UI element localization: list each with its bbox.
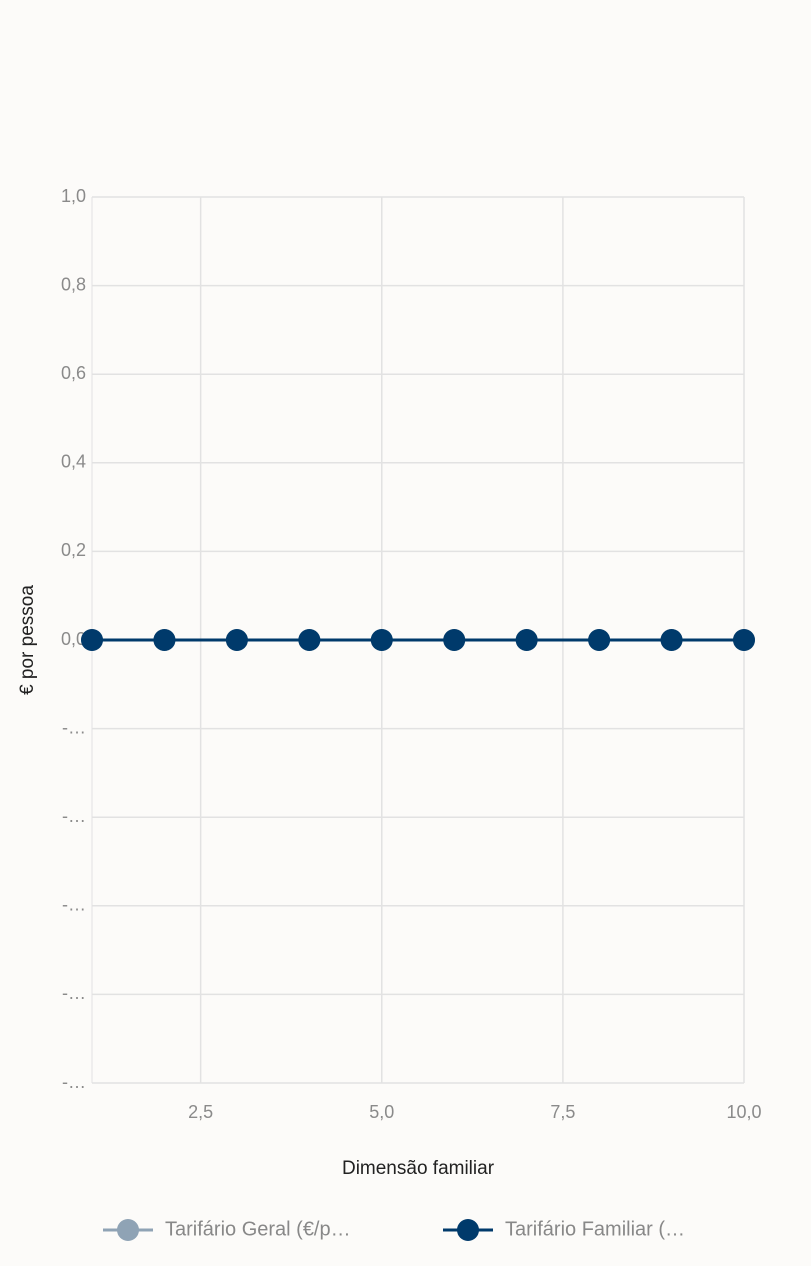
y-tick-label: -… <box>62 717 86 737</box>
legend-swatch-marker <box>457 1219 479 1241</box>
y-tick-label: 0,2 <box>61 540 86 560</box>
y-tick-label: 0,4 <box>61 452 86 472</box>
data-point <box>660 629 683 651</box>
data-point <box>81 629 103 651</box>
legend-label[interactable]: Tarifário Familiar (… <box>505 1218 685 1240</box>
data-point <box>443 629 466 651</box>
y-tick-label: 0,6 <box>61 363 86 383</box>
y-tick-label: -… <box>62 1072 86 1092</box>
y-tick-label: 0,0 <box>61 629 86 649</box>
legend-swatch-marker <box>117 1219 139 1241</box>
y-tick-label: -… <box>62 983 86 1003</box>
x-tick-label: 10,0 <box>726 1102 761 1122</box>
x-tick-label: 7,5 <box>550 1102 575 1122</box>
data-point <box>225 629 248 651</box>
y-tick-label: 0,8 <box>61 274 86 294</box>
data-point <box>370 629 393 651</box>
data-point <box>515 629 538 651</box>
data-point <box>153 629 176 651</box>
x-tick-label: 5,0 <box>369 1102 394 1122</box>
y-tick-label: 1,0 <box>61 186 86 206</box>
data-point <box>733 629 755 651</box>
legend-label[interactable]: Tarifário Geral (€/p… <box>165 1218 351 1240</box>
y-tick-label: -… <box>62 895 86 915</box>
x-axis-label: Dimensão familiar <box>342 1158 495 1179</box>
y-tick-label: -… <box>62 806 86 826</box>
data-point <box>298 629 321 651</box>
x-tick-label: 2,5 <box>188 1102 213 1122</box>
data-point <box>588 629 611 651</box>
y-axis-label: € por pessoa <box>17 585 38 695</box>
